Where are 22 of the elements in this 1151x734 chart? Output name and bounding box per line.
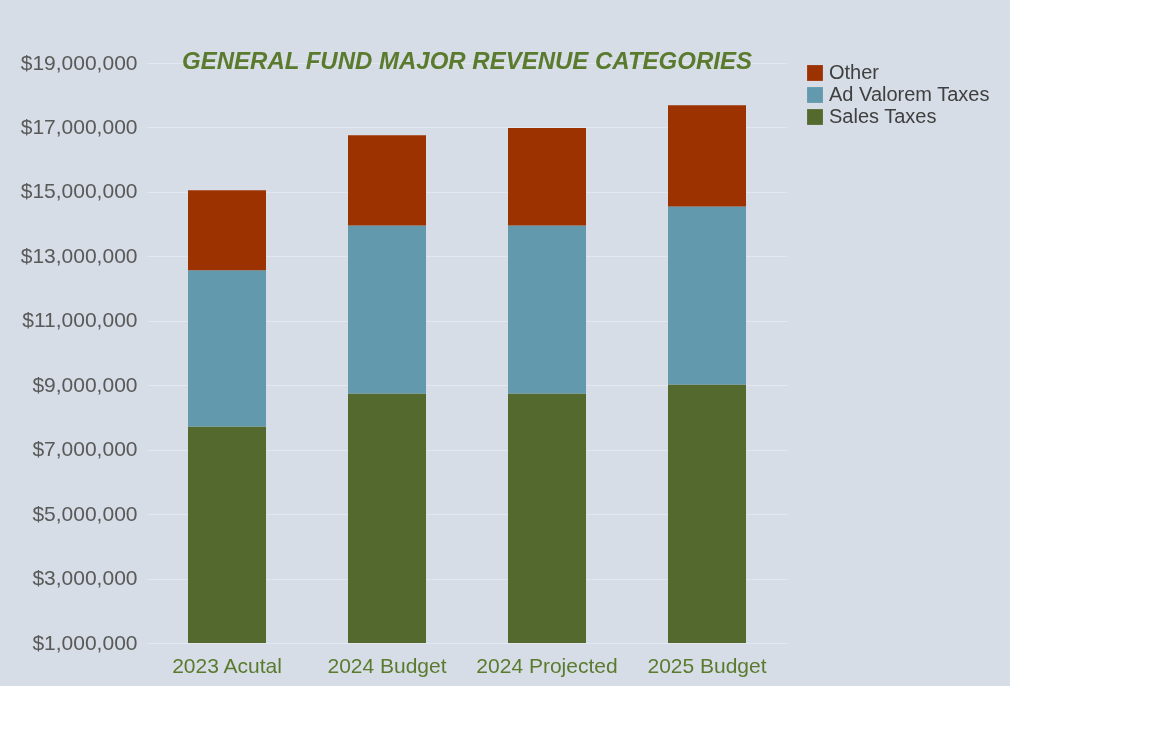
bar bbox=[508, 128, 586, 226]
y-tick-label: $17,000,000 bbox=[20, 114, 138, 138]
bar bbox=[668, 105, 746, 207]
y-tick-label: $11,000,000 bbox=[22, 308, 138, 332]
x-tick-label: 2025 Budget bbox=[647, 653, 767, 677]
x-tick-label: 2024 Budget bbox=[327, 653, 447, 677]
y-tick-label: $7,000,000 bbox=[32, 437, 138, 461]
chart-title: GENERAL FUND MAJOR REVENUE CATEGORIES bbox=[182, 47, 752, 74]
y-tick-label: $3,000,000 bbox=[32, 566, 138, 590]
bar bbox=[348, 135, 426, 226]
bar bbox=[188, 190, 266, 271]
y-tick-label: $15,000,000 bbox=[20, 179, 138, 203]
legend-label: Other bbox=[829, 61, 880, 83]
x-tick-label: 2024 Projected bbox=[476, 653, 618, 677]
y-tick-label: $5,000,000 bbox=[32, 501, 138, 525]
y-tick-label: $1,000,000 bbox=[32, 630, 138, 654]
y-tick-label: $9,000,000 bbox=[32, 372, 138, 396]
legend-label: Sales Taxes bbox=[829, 105, 937, 127]
x-tick-label: 2023 Acutal bbox=[172, 653, 282, 677]
legend-label: Ad Valorem Taxes bbox=[829, 83, 990, 105]
y-tick-label: $13,000,000 bbox=[20, 243, 138, 267]
y-tick-label: $19,000,000 bbox=[20, 50, 138, 74]
